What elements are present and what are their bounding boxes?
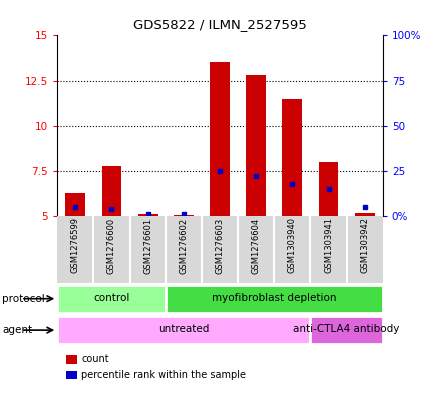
Text: control: control (93, 293, 130, 303)
Text: GSM1303942: GSM1303942 (360, 217, 369, 274)
Text: GSM1276604: GSM1276604 (252, 217, 260, 274)
Text: GDS5822 / ILMN_2527595: GDS5822 / ILMN_2527595 (133, 18, 307, 31)
Text: untreated: untreated (158, 325, 209, 334)
Text: myofibroblast depletion: myofibroblast depletion (212, 293, 337, 303)
Text: percentile rank within the sample: percentile rank within the sample (81, 370, 246, 380)
Text: GSM1303941: GSM1303941 (324, 217, 333, 274)
Bar (282, 99, 302, 216)
Bar (210, 62, 230, 216)
Text: agent: agent (2, 325, 32, 335)
Text: protocol: protocol (2, 294, 45, 304)
Text: GSM1276599: GSM1276599 (71, 217, 80, 274)
Bar (355, 213, 375, 216)
Bar (174, 215, 194, 216)
Text: GSM1303940: GSM1303940 (288, 217, 297, 274)
Text: GSM1276603: GSM1276603 (216, 217, 224, 274)
Bar (246, 75, 266, 216)
Text: GSM1276602: GSM1276602 (180, 217, 188, 274)
Bar (166, 285, 383, 313)
Text: GSM1276601: GSM1276601 (143, 217, 152, 274)
Text: GSM1276600: GSM1276600 (107, 217, 116, 274)
Bar (311, 316, 383, 344)
Bar (102, 165, 121, 216)
Text: anti-CTLA4 antibody: anti-CTLA4 antibody (293, 325, 400, 334)
Bar (319, 162, 338, 216)
Bar (57, 285, 166, 313)
Bar (57, 316, 311, 344)
Bar (66, 193, 85, 216)
Bar (138, 214, 158, 216)
Text: count: count (81, 354, 109, 364)
